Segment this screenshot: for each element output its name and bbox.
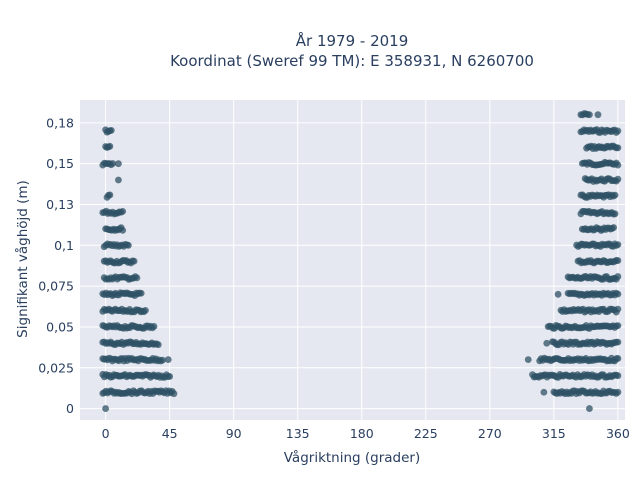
chart-subtitle: Koordinat (Sweref 99 TM): E 358931, N 62… [170, 52, 534, 70]
data-point [610, 224, 618, 231]
data-point [586, 111, 593, 119]
data-point [614, 144, 622, 152]
data-point [614, 290, 622, 298]
data-point [166, 373, 174, 380]
data-points [99, 110, 622, 412]
data-point [614, 372, 622, 380]
data-point [614, 175, 622, 183]
data-point [106, 142, 114, 150]
data-point [102, 405, 110, 412]
data-point [543, 339, 551, 347]
x-axis-ticks: 0 45 90 135 180 225 270 315 360 [102, 426, 630, 441]
plot-area [80, 100, 625, 420]
data-point [524, 356, 532, 363]
data-point [106, 191, 114, 199]
y-tick-label: 0,075 [38, 279, 74, 294]
data-point [614, 388, 622, 396]
y-tick-label: 0,05 [46, 319, 74, 334]
data-point [154, 341, 162, 349]
data-point [142, 306, 149, 314]
data-point [159, 356, 166, 364]
data-point [614, 273, 622, 280]
data-point [137, 289, 145, 297]
data-point [109, 160, 117, 167]
x-tick-label: 90 [226, 426, 242, 441]
data-point [130, 257, 138, 265]
y-tick-label: 0,1 [54, 238, 74, 253]
data-point [614, 241, 622, 249]
x-tick-label: 45 [162, 426, 178, 441]
y-tick-label: 0,025 [38, 360, 74, 375]
data-point [614, 305, 622, 313]
data-point [614, 322, 622, 330]
data-point [164, 356, 172, 363]
data-point [594, 111, 602, 119]
x-tick-label: 360 [606, 426, 630, 441]
x-tick-label: 0 [102, 426, 110, 441]
data-point [133, 274, 141, 282]
chart-title: År 1979 - 2019 [296, 31, 409, 50]
data-point [115, 176, 122, 184]
data-point [554, 290, 562, 298]
data-point [611, 210, 619, 218]
data-point [614, 338, 622, 346]
x-tick-label: 315 [542, 426, 566, 441]
data-point [586, 405, 593, 412]
y-tick-label: 0 [66, 401, 74, 416]
data-point [150, 323, 158, 330]
data-point [119, 207, 127, 215]
y-axis-ticks: 0 0,025 0,05 0,075 0,1 0,13 0,15 0,18 [38, 115, 74, 416]
data-point [124, 241, 132, 249]
data-point [540, 388, 548, 396]
x-tick-label: 135 [286, 426, 310, 441]
data-point [614, 355, 622, 362]
data-point [119, 227, 127, 234]
y-tick-label: 0,13 [46, 197, 74, 212]
grid-lines [80, 100, 625, 420]
y-tick-label: 0,15 [46, 156, 74, 171]
data-point [170, 390, 178, 398]
x-tick-label: 225 [414, 426, 438, 441]
x-tick-label: 180 [350, 426, 374, 441]
data-point [614, 161, 622, 169]
data-point [611, 191, 619, 199]
data-point [115, 160, 122, 168]
x-tick-label: 270 [478, 426, 502, 441]
data-point [614, 127, 622, 135]
data-point [107, 126, 115, 134]
y-axis-title: Signifikant våghöjd (m) [14, 180, 31, 338]
x-axis-title: Vågriktning (grader) [284, 449, 421, 466]
y-tick-label: 0,18 [46, 115, 74, 130]
data-point [614, 257, 622, 264]
